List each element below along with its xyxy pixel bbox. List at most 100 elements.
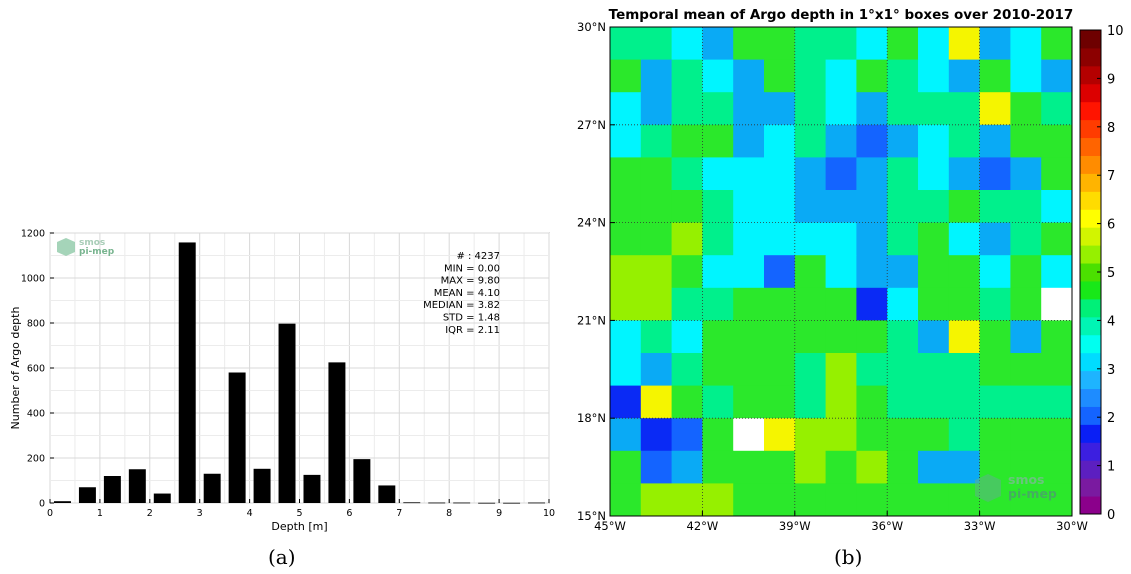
heatmap-cell xyxy=(825,92,857,126)
heatmap-cell xyxy=(640,353,673,387)
heatmap-cell xyxy=(733,353,765,387)
heatmap-cell xyxy=(702,92,734,126)
heatmap-cell xyxy=(887,418,919,452)
heatmap-cell xyxy=(671,157,703,191)
heatmap-cell xyxy=(610,190,642,224)
y-tick-label: 600 xyxy=(27,364,45,375)
map-title: Temporal mean of Argo depth in 1°x1° box… xyxy=(609,7,1074,23)
histogram-x-axis-label: Depth [m] xyxy=(271,520,327,533)
colorbar-segment xyxy=(1080,227,1101,246)
heatmap-cell xyxy=(1010,418,1042,452)
histogram-bars xyxy=(53,242,546,504)
y-tick-label: 0 xyxy=(39,499,45,510)
heatmap-cell xyxy=(887,124,919,158)
heatmap-cell xyxy=(794,92,827,126)
heatmap-cell xyxy=(610,483,642,517)
heatmap-cell xyxy=(671,59,703,93)
heatmap-cell xyxy=(856,190,888,224)
heatmap-cell xyxy=(887,190,919,224)
heatmap-cell xyxy=(702,190,734,224)
colorbar-tick-label: 8 xyxy=(1107,121,1115,136)
heatmap-cell xyxy=(979,320,1011,354)
logo-text: smos xyxy=(79,238,105,248)
colorbar-segment xyxy=(1080,280,1101,300)
heatmap-cell xyxy=(918,320,950,354)
heatmap-cell xyxy=(856,124,888,158)
heatmap-cell xyxy=(1041,124,1073,158)
colorbar-segment xyxy=(1080,173,1101,192)
heatmap-cell xyxy=(918,287,950,321)
colorbar-segment xyxy=(1080,30,1101,49)
heatmap-cell xyxy=(610,222,642,256)
colorbar-tick-label: 10 xyxy=(1107,24,1124,39)
lat-tick-label: 15°N xyxy=(577,509,606,523)
heatmap-cell xyxy=(1041,320,1073,354)
heatmap-cell xyxy=(887,157,919,191)
heatmap-cell xyxy=(856,92,888,126)
heatmap-cell xyxy=(856,385,888,419)
heatmap-cell xyxy=(640,450,673,484)
heatmap-cell xyxy=(948,59,981,93)
colorbar-segment xyxy=(1080,478,1101,497)
x-tick-label: 10 xyxy=(543,508,555,519)
heatmap-cell xyxy=(887,59,919,93)
heatmap-cell xyxy=(671,353,703,387)
heatmap-cell xyxy=(764,287,796,321)
heatmap-cell xyxy=(610,124,642,158)
heatmap-cell xyxy=(764,27,796,61)
colorbar-segment xyxy=(1080,334,1101,354)
heatmap-cell xyxy=(825,222,857,256)
heatmap-cell xyxy=(979,255,1011,289)
heatmap-cell xyxy=(1041,450,1073,484)
heatmap-cell xyxy=(887,222,919,256)
x-tick-label: 8 xyxy=(446,508,452,519)
heatmap-cell xyxy=(887,450,919,484)
colorbar: 0 1 2 3 4 5 6 7 8 9 10 xyxy=(1079,24,1124,523)
heatmap-cell xyxy=(610,418,642,452)
heatmap-cell xyxy=(610,320,642,354)
heatmap-cell xyxy=(979,27,1011,61)
heatmap-cell xyxy=(1010,59,1042,93)
heatmap-cell xyxy=(948,385,981,419)
heatmap-cell xyxy=(610,27,642,61)
heatmap-cell xyxy=(733,255,765,289)
heatmap-cell xyxy=(640,385,673,419)
heatmap-cell xyxy=(794,353,827,387)
heatmap-cell xyxy=(887,27,919,61)
heatmap-cell xyxy=(764,418,796,452)
heatmap-cell xyxy=(825,287,857,321)
map-heatmap-cells xyxy=(610,27,1073,517)
heatmap-cell xyxy=(1041,59,1073,93)
heatmap-cell xyxy=(887,353,919,387)
lon-tick-label: 30°W xyxy=(1056,519,1088,533)
heatmap-cell xyxy=(948,418,981,452)
lon-tick-label: 42°W xyxy=(687,519,719,533)
heatmap-cell xyxy=(640,190,673,224)
heatmap-cell xyxy=(918,59,950,93)
heatmap-cell xyxy=(794,222,827,256)
heatmap-cell xyxy=(671,385,703,419)
heatmap-cell xyxy=(948,222,981,256)
x-tick-label: 9 xyxy=(496,508,502,519)
colorbar-segment xyxy=(1080,245,1101,264)
heatmap-cell xyxy=(887,320,919,354)
lon-tick-label: 39°W xyxy=(779,519,811,533)
heatmap-cell xyxy=(733,92,765,126)
heatmap-cell xyxy=(610,92,642,126)
heatmap-cell xyxy=(979,92,1011,126)
heatmap-cell xyxy=(764,157,796,191)
heatmap-cell xyxy=(794,157,827,191)
heatmap-cell xyxy=(733,418,765,452)
colorbar-segment xyxy=(1080,316,1101,336)
logo-text: pi-mep xyxy=(79,247,115,257)
stats-line: MEAN = 4.10 xyxy=(434,288,500,299)
heatmap-cell xyxy=(764,190,796,224)
heatmap-cell xyxy=(1010,124,1042,158)
heatmap-cell xyxy=(918,450,950,484)
heatmap-cell xyxy=(948,320,981,354)
y-tick-label: 200 xyxy=(27,454,45,465)
heatmap-cell xyxy=(610,385,642,419)
heatmap-cell xyxy=(918,190,950,224)
map-panel: Temporal mean of Argo depth in 1°x1° box… xyxy=(577,7,1124,533)
heatmap-cell xyxy=(948,450,981,484)
